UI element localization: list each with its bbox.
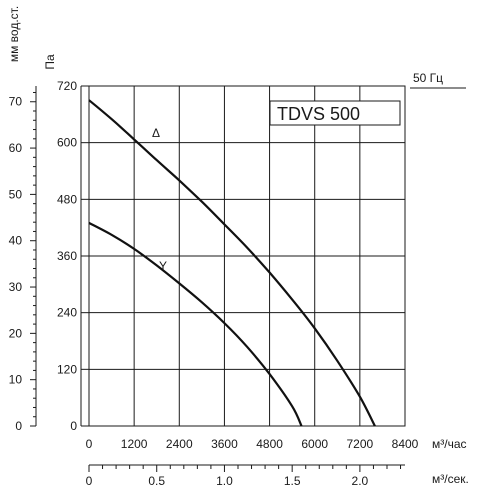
y2-tick-label: 20 [9, 326, 23, 340]
x-tick-label: 3600 [211, 437, 238, 451]
x2-axis-label: м³/сек. [432, 472, 469, 486]
x-tick-label: 4800 [256, 437, 283, 451]
x-axis-label: м³/час [432, 437, 467, 451]
y2-axis-label: мм вод.ст. [7, 6, 21, 62]
series-label-delta: Δ [152, 126, 160, 140]
y-axis-label: Па [43, 54, 57, 70]
x-tick-label: 1200 [121, 437, 148, 451]
y2-tick-label: 0 [15, 419, 22, 433]
y-tick-label: 360 [57, 249, 77, 263]
y-tick-label: 720 [57, 79, 77, 93]
series-line-y [88, 221, 303, 427]
x-tick-label: 7200 [347, 437, 374, 451]
series-label-y: Y [159, 259, 167, 273]
x-tick-label: 8400 [392, 437, 419, 451]
y2-tick-label: 50 [9, 187, 23, 201]
curve-group [88, 99, 376, 427]
y-axis-pa: 0 120 240 360 480 600 720 [57, 79, 89, 433]
x-tick-label: 0 [86, 437, 93, 451]
y-axis-mm-water: 0 10 20 30 40 50 60 70 [9, 86, 37, 433]
label-group: Па мм вод.ст. м³/час м³/сек. 50 Гц TDVS … [7, 6, 469, 486]
plot-grid [88, 85, 406, 427]
model-box [269, 100, 401, 126]
series-line-delta [88, 99, 376, 427]
y2-tick-label: 40 [9, 234, 23, 248]
x2-tick-label: 1.0 [216, 474, 233, 488]
y-tick-label: 240 [57, 306, 77, 320]
frequency-label: 50 Гц [413, 71, 443, 85]
y-tick-label: 600 [57, 136, 77, 150]
x2-tick-label: 0.5 [148, 474, 165, 488]
x2-tick-label: 0 [86, 474, 93, 488]
x2-tick-label: 2.0 [352, 474, 369, 488]
x-axis-m3s: 0 0.5 1.0 1.5 2.0 [86, 464, 405, 488]
y2-tick-label: 70 [9, 95, 23, 109]
y-tick-label: 480 [57, 192, 77, 206]
x2-tick-label: 1.5 [284, 474, 301, 488]
y-tick-label: 0 [70, 419, 77, 433]
model-title: TDVS 500 [277, 104, 360, 124]
x-axis-m3h: 0 1200 2400 3600 4800 6000 7200 8400 [86, 437, 419, 451]
y-tick-label: 120 [57, 362, 77, 376]
y2-tick-label: 10 [9, 373, 23, 387]
x-tick-label: 2400 [166, 437, 193, 451]
y2-tick-label: 30 [9, 280, 23, 294]
x-tick-label: 6000 [301, 437, 328, 451]
y2-tick-label: 60 [9, 141, 23, 155]
